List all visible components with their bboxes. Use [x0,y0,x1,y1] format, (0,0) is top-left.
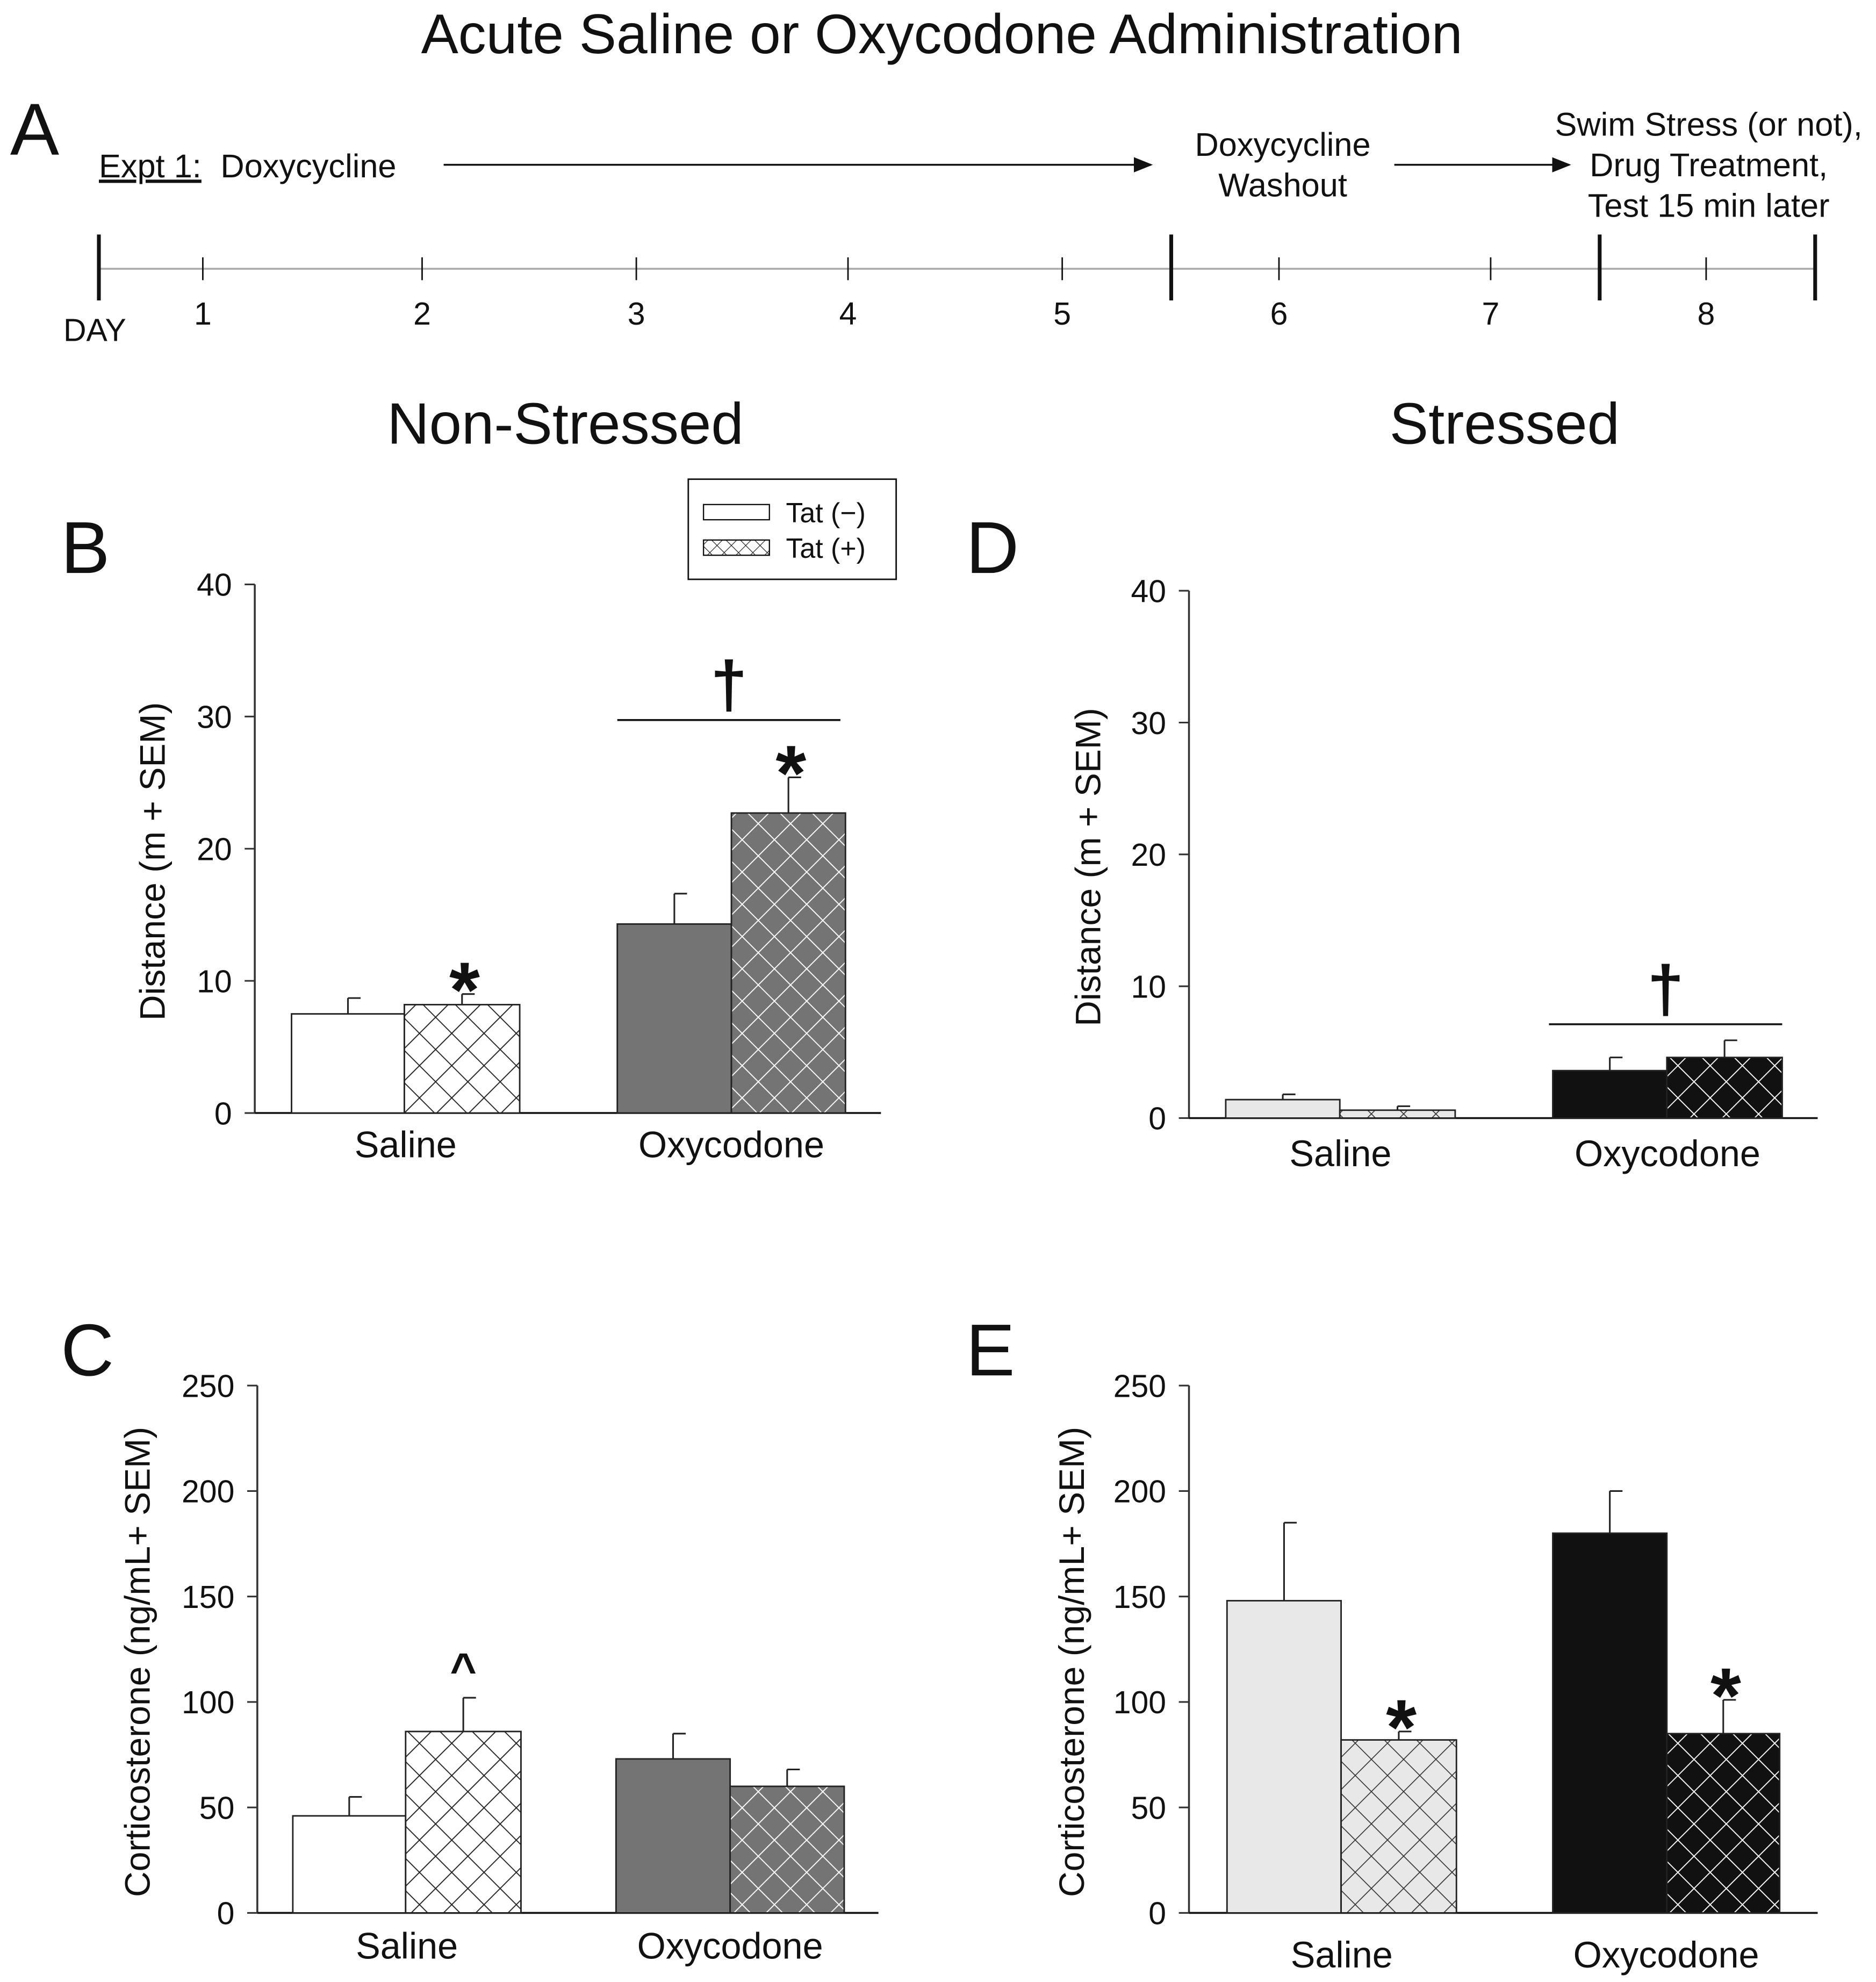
phase-washout-1: Doxycycline [1195,126,1371,163]
day-label-2: 2 [413,297,431,332]
phase-washout-2: Washout [1218,167,1347,204]
expt-label: Expt 1: [99,147,202,184]
legend-label-tat-pos: Tat (+) [786,533,865,564]
day-label-7: 7 [1482,297,1500,332]
bar-oxycodone-tat-neg [615,1758,731,1914]
bar-saline-tat-neg [1225,1098,1341,1119]
y-tick-label: 100 [1113,1685,1166,1720]
x-category-label: Saline [1289,1133,1391,1174]
y-axis-label: Distance (m + SEM) [1068,708,1108,1026]
x-category-label: Saline [1291,1935,1393,1976]
day-label-6: 6 [1270,297,1288,332]
legend-swatch-tat-neg [702,504,770,521]
y-tick-label: 40 [1131,574,1167,609]
y-tick-label: 150 [182,1580,234,1615]
y-tick-label: 20 [1131,838,1167,873]
x-category-label: Oxycodone [1575,1133,1760,1174]
y-tick-label: 40 [197,568,232,603]
bar-saline-tat-neg [292,1815,407,1914]
day-label-1: 1 [194,297,212,332]
bar-saline-tat-pos [405,1730,522,1914]
day-label-4: 4 [839,297,857,332]
phase-test-2: Drug Treatment, [1590,146,1828,183]
y-axis-label: Corticosterone (ng/mL+ SEM) [1052,1427,1091,1897]
bar-oxycodone-tat-neg [1552,1532,1668,1914]
legend-label-tat-neg: Tat (−) [786,497,865,528]
phase-test-3: Test 15 min later [1588,186,1830,224]
caret-annotation: ^ [450,1643,477,1694]
y-tick-label: 30 [1131,706,1167,741]
timeline: A Expt 1: Doxycycline Doxycycline Washou… [10,88,1863,348]
y-tick-label: 30 [197,700,232,735]
bar-saline-tat-pos [1340,1739,1457,1914]
y-tick-label: 200 [182,1475,234,1510]
y-tick-label: 10 [1131,970,1167,1004]
y-tick-label: 20 [197,832,232,867]
day-label-5: 5 [1053,297,1071,332]
chart-panel-d: D 0 10 20 30 40 Distance (m + SEM) Saline Oxycod… [966,506,1818,1174]
bar-oxycodone-tat-pos [1666,1057,1783,1119]
bar-oxycodone-tat-neg [616,923,732,1114]
y-tick-label: 0 [217,1897,235,1931]
y-tick-label: 250 [1113,1369,1166,1404]
day-label: DAY [63,313,126,348]
x-category-label: Saline [356,1926,458,1966]
bar-oxycodone-tat-pos [1666,1733,1781,1914]
bar-saline-tat-pos [1339,1109,1456,1119]
y-tick-label: 0 [214,1096,232,1131]
bar-saline-tat-pos [404,1003,521,1114]
y-axis-label: Distance (m + SEM) [133,702,172,1021]
bar-saline-tat-neg [291,1013,405,1114]
phase-doxycycline: Doxycycline [220,147,396,184]
dagger-annotation: † [1647,952,1684,1025]
phase-test-1: Swim Stress (or not), [1555,105,1862,142]
x-category-label: Saline [355,1125,457,1166]
asterisk-annotation: * [449,946,480,1033]
chart-panel-b: B 0 10 20 30 40 Distance (m + SEM) Saline Oxycod… [61,506,881,1166]
x-category-label: Oxycodone [637,1926,823,1966]
bar-oxycodone-tat-pos [729,1785,845,1914]
day-label-3: 3 [628,297,645,332]
x-category-label: Oxycodone [638,1125,824,1166]
y-tick-label: 150 [1113,1580,1166,1615]
panel-label-c: C [61,1309,114,1391]
day-label-8: 8 [1698,297,1715,332]
panel-label-a: A [10,88,59,170]
panel-label-e: E [966,1309,1015,1391]
x-category-label: Oxycodone [1573,1935,1759,1976]
dagger-annotation: † [710,648,747,721]
chart-panel-c: C 0 50 100 150 200 250 Corticosterone (ng/mL+ S… [61,1309,879,1966]
y-tick-label: 50 [1131,1791,1167,1826]
bar-oxycodone-tat-pos [730,812,846,1114]
panel-label-b: B [61,506,110,588]
bar-saline-tat-neg [1226,1600,1342,1914]
figure-title: Acute Saline or Oxycodone Administration [421,3,1463,65]
bar-oxycodone-tat-neg [1552,1069,1668,1119]
y-tick-label: 0 [1148,1102,1166,1137]
asterisk-annotation: * [775,729,806,817]
y-tick-label: 50 [199,1791,235,1826]
y-axis-label: Corticosterone (ng/mL+ SEM) [117,1427,157,1897]
column-title-nonstressed: Non-Stressed [387,391,743,456]
y-tick-label: 100 [182,1685,234,1720]
legend-swatch-tat-pos [702,539,770,556]
panel-label-d: D [966,506,1019,588]
y-tick-label: 0 [1148,1897,1166,1931]
column-title-stressed: Stressed [1390,391,1620,456]
y-tick-label: 250 [182,1369,234,1404]
legend-box [687,478,897,580]
asterisk-annotation: * [1710,1651,1741,1739]
y-tick-label: 200 [1113,1475,1166,1510]
y-tick-label: 10 [197,964,232,999]
chart-panel-e: E 0 50 100 150 200 250 Corticosterone (ng/mL+ S… [966,1309,1818,1976]
asterisk-annotation: * [1386,1683,1417,1771]
legend: Tat (−) Tat (+) [687,478,897,580]
